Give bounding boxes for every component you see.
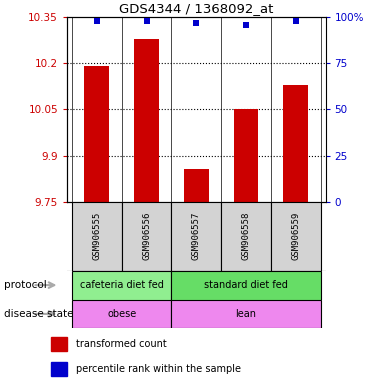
Text: GSM906558: GSM906558 [242, 212, 250, 260]
Text: obese: obese [107, 309, 136, 319]
Point [243, 22, 249, 28]
Text: GSM906555: GSM906555 [92, 212, 101, 260]
Title: GDS4344 / 1368092_at: GDS4344 / 1368092_at [119, 2, 273, 15]
Point [94, 18, 100, 24]
Text: protocol: protocol [4, 280, 47, 290]
Bar [51, 337, 67, 351]
Text: percentile rank within the sample: percentile rank within the sample [76, 364, 241, 374]
Bar [172, 271, 321, 300]
Bar [72, 202, 122, 271]
Bar [51, 362, 67, 376]
Text: GSM906559: GSM906559 [291, 212, 300, 260]
Point [293, 18, 299, 24]
Bar [134, 39, 159, 202]
Text: standard diet fed: standard diet fed [204, 280, 288, 290]
Bar [271, 202, 321, 271]
Bar [172, 202, 221, 271]
Text: GSM906557: GSM906557 [192, 212, 201, 260]
Bar [172, 300, 321, 328]
Text: GSM906556: GSM906556 [142, 212, 151, 260]
Bar [84, 66, 109, 202]
Bar [122, 202, 172, 271]
Bar [72, 271, 172, 300]
Bar [221, 202, 271, 271]
Text: cafeteria diet fed: cafeteria diet fed [80, 280, 164, 290]
Bar [184, 169, 209, 202]
Bar [72, 300, 172, 328]
Bar [234, 109, 259, 202]
Point [193, 20, 200, 26]
Point [144, 18, 150, 24]
Text: disease state: disease state [4, 309, 73, 319]
Text: lean: lean [236, 309, 257, 319]
Text: transformed count: transformed count [76, 339, 166, 349]
Bar [283, 85, 308, 202]
